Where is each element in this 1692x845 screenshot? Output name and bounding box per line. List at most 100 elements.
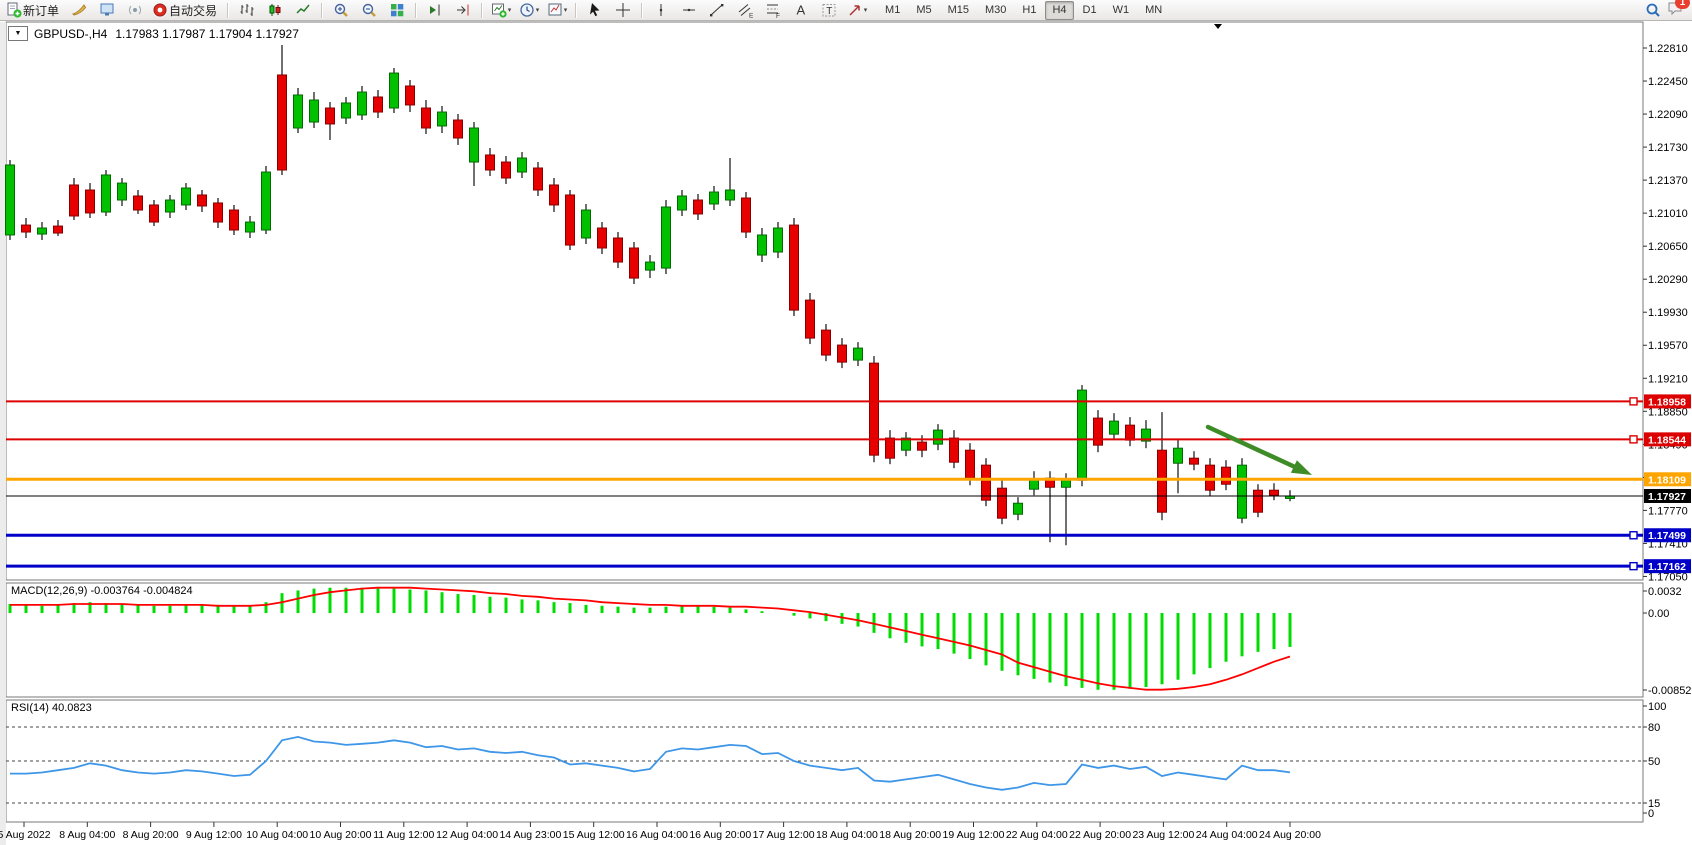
- candle-body: [709, 191, 719, 205]
- chevron-down-icon[interactable]: ▾: [507, 7, 512, 14]
- candle-body: [21, 224, 31, 233]
- new-order-button[interactable]: 新订单: [3, 0, 65, 21]
- crosshair-button[interactable]: [609, 0, 637, 21]
- date-tick-label: 16 Aug 20:00: [689, 829, 751, 841]
- price-tick-label: 1.20290: [1648, 274, 1688, 286]
- timeframe-button-h4[interactable]: H4: [1045, 0, 1074, 20]
- candle-body: [949, 437, 959, 463]
- timeframe-button-m1[interactable]: M1: [885, 3, 901, 16]
- candle-body: [1269, 489, 1279, 496]
- bar-chart-button[interactable]: [233, 0, 261, 21]
- chart-panels: [0, 21, 1644, 845]
- symbol-dropdown-button[interactable]: ▼: [8, 26, 28, 41]
- toolbar-separator: [481, 2, 484, 18]
- chart-symbol: GBPUSD-,H4: [34, 26, 108, 41]
- candle-body: [197, 194, 207, 207]
- autoscroll-icon: [457, 4, 469, 16]
- timeframe-button-m5[interactable]: M5: [916, 3, 932, 16]
- line-handle[interactable]: [1629, 435, 1638, 444]
- timeframe-button-m15[interactable]: M15: [947, 3, 969, 16]
- arrows-button[interactable]: ▾: [843, 0, 871, 21]
- candle-body: [53, 225, 63, 234]
- timeframe-button-mn[interactable]: MN: [1145, 3, 1163, 16]
- toolbar-separator: [575, 2, 578, 18]
- zoom-in-button[interactable]: [327, 0, 355, 21]
- date-tick-label: 22 Aug 20:00: [1069, 829, 1131, 841]
- candle-body: [389, 72, 399, 109]
- timeframe-button-w1[interactable]: W1: [1112, 3, 1130, 16]
- one-click-dropdown-icon[interactable]: [1214, 24, 1222, 29]
- auto-scroll-button[interactable]: [449, 0, 477, 21]
- rsi-tick-label: 100: [1648, 701, 1666, 713]
- candle-body: [485, 154, 495, 171]
- timeframe-button-d1[interactable]: D1: [1082, 3, 1097, 16]
- signals-button[interactable]: [121, 0, 149, 21]
- candle-body: [805, 299, 815, 339]
- chevron-down-icon[interactable]: ▾: [563, 7, 568, 14]
- indicators-button[interactable]: ▾: [487, 0, 515, 21]
- signal-icon: [129, 5, 141, 15]
- date-tick-label: 10 Aug 20:00: [310, 829, 372, 841]
- toolbar-separator: [641, 2, 644, 18]
- macd-indicator-label: MACD(12,26,9) -0.003764 -0.004824: [11, 585, 193, 597]
- chart-shift-button[interactable]: [421, 0, 449, 21]
- auto-trading-button[interactable]: 自动交易: [149, 0, 223, 21]
- candle-body: [1253, 489, 1263, 513]
- candle-body: [85, 189, 95, 214]
- candlestick-chart-button[interactable]: [261, 0, 289, 21]
- candle-body: [933, 429, 943, 445]
- candle-body: [741, 197, 751, 233]
- price-tick-label: 1.22090: [1648, 109, 1688, 121]
- rsi-tick-label: 50: [1648, 756, 1660, 768]
- tile-windows-button[interactable]: [383, 0, 411, 21]
- price-badge-label: 1.18958: [1648, 396, 1686, 408]
- candle-body: [1141, 428, 1151, 442]
- rsi-line: [10, 735, 1291, 791]
- cursor-button[interactable]: [581, 0, 609, 21]
- search-icon: [1646, 3, 1660, 17]
- line-handle[interactable]: [1629, 561, 1638, 571]
- candle-body: [1157, 449, 1167, 513]
- line-handle[interactable]: [1629, 397, 1638, 406]
- date-tick-label: 12 Aug 04:00: [436, 829, 498, 841]
- fibonacci-button[interactable]: F: [759, 0, 787, 21]
- vertical-line-button[interactable]: [647, 0, 675, 21]
- date-tick-label: 18 Aug 04:00: [816, 829, 878, 841]
- candle-body: [165, 199, 175, 213]
- notifications-button[interactable]: 1: [1667, 0, 1690, 21]
- text-button[interactable]: A: [787, 0, 815, 21]
- candle-body: [1125, 424, 1135, 441]
- date-tick-label: 8 Aug 04:00: [59, 829, 115, 841]
- chevron-down-icon[interactable]: ▾: [535, 7, 540, 14]
- profiles-button[interactable]: [65, 0, 93, 21]
- search-button[interactable]: [1639, 0, 1667, 21]
- timeframe-button-h1[interactable]: H1: [1022, 3, 1037, 16]
- timeframe-button-m30[interactable]: M30: [985, 3, 1007, 16]
- chevron-down-icon[interactable]: ▾: [863, 7, 868, 14]
- market-watch-button[interactable]: [93, 0, 121, 21]
- candle-body: [1237, 464, 1247, 519]
- price-tick-label: 1.21370: [1648, 175, 1688, 187]
- toolbar-right: 1: [1639, 0, 1690, 21]
- channel-button[interactable]: E: [731, 0, 759, 21]
- candle-body: [821, 329, 831, 356]
- candle-body: [613, 237, 623, 263]
- zoom-out-button[interactable]: [355, 0, 383, 21]
- periods-button[interactable]: ▾: [515, 0, 543, 21]
- trendline-button[interactable]: [703, 0, 731, 21]
- horizontal-line-button[interactable]: [675, 0, 703, 21]
- price-badge: [1644, 528, 1691, 543]
- candle-body: [837, 344, 847, 363]
- notification-badge: 1: [1675, 0, 1690, 9]
- bars-icon: [240, 4, 254, 16]
- text-label-button[interactable]: T: [815, 0, 843, 21]
- price-badge: [1644, 488, 1691, 503]
- line-chart-button[interactable]: [289, 0, 317, 21]
- svg-text:E: E: [749, 13, 753, 19]
- trend-arrow-annotation[interactable]: [1205, 424, 1312, 475]
- line-handle[interactable]: [1629, 531, 1638, 540]
- templates-button[interactable]: ▾: [543, 0, 571, 21]
- candle-body: [245, 221, 255, 233]
- toolbar-separator: [321, 2, 324, 18]
